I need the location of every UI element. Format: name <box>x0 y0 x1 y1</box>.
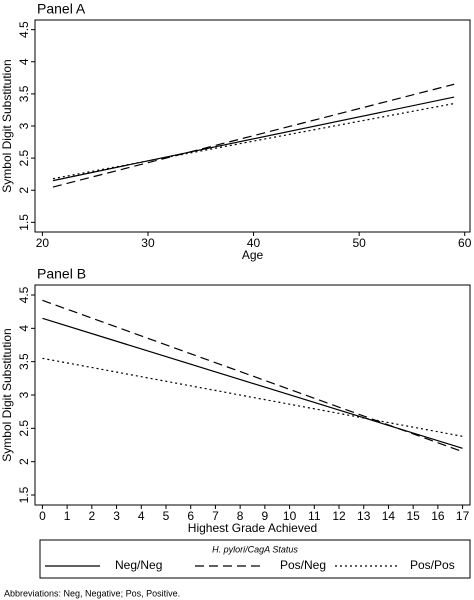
y-tick-label: 4 <box>17 58 31 65</box>
y-axis-label: Symbol Digit Substitution <box>0 59 14 192</box>
x-tick-label: 7 <box>212 509 219 523</box>
legend-title: H. pylori/CagA Status <box>212 544 298 554</box>
series-line <box>42 299 463 453</box>
y-tick-label: 4 <box>17 325 31 332</box>
x-tick-label: 40 <box>247 236 261 250</box>
x-tick-label: 5 <box>163 509 170 523</box>
x-tick-label: 0 <box>39 509 46 523</box>
x-tick-label: 15 <box>406 509 420 523</box>
x-tick-label: 1 <box>64 509 71 523</box>
y-tick-label: 3 <box>17 122 31 129</box>
y-tick-label: 1.5 <box>17 214 31 231</box>
y-axis-label: Symbol Digit Substitution <box>0 328 14 461</box>
x-tick-label: 2 <box>89 509 96 523</box>
y-tick-label: 1.5 <box>17 486 31 503</box>
x-tick-label: 17 <box>456 509 470 523</box>
y-tick-label: 4.5 <box>17 286 31 303</box>
y-tick-label: 3.5 <box>17 353 31 370</box>
x-tick-label: 10 <box>283 509 297 523</box>
y-tick-label: 2 <box>17 187 31 194</box>
y-tick-label: 2 <box>17 458 31 465</box>
y-tick-label: 4.5 <box>17 21 31 38</box>
series-line <box>42 357 463 437</box>
legend-label: Pos/Pos <box>410 558 455 572</box>
x-tick-label: 9 <box>262 509 269 523</box>
footnote: Abbreviations: Neg, Negative; Pos, Posit… <box>4 588 180 598</box>
panel-title: Panel B <box>37 266 86 282</box>
plot-frame <box>34 19 471 233</box>
x-tick-label: 8 <box>237 509 244 523</box>
x-tick-label: 3 <box>113 509 120 523</box>
series-line <box>52 96 455 182</box>
x-tick-label: 6 <box>187 509 194 523</box>
x-tick-label: 11 <box>308 509 321 523</box>
x-tick-label: 4 <box>138 509 145 523</box>
x-tick-label: 12 <box>332 509 346 523</box>
legend-label: Pos/Neg <box>280 558 326 572</box>
plot-frame <box>34 284 471 506</box>
x-tick-label: 30 <box>141 236 155 250</box>
y-tick-label: 3 <box>17 391 31 398</box>
y-tick-label: 3.5 <box>17 85 31 102</box>
x-tick-label: 60 <box>458 236 472 250</box>
x-axis-label: Highest Grade Achieved <box>188 521 317 535</box>
x-tick-label: 16 <box>431 509 445 523</box>
series-line <box>52 102 455 180</box>
y-tick-label: 2.5 <box>17 149 31 166</box>
x-tick-label: 20 <box>36 236 50 250</box>
series-line <box>52 83 455 188</box>
x-tick-label: 50 <box>352 236 366 250</box>
x-tick-label: 14 <box>382 509 396 523</box>
panel-title: Panel A <box>37 1 86 17</box>
x-axis-label: Age <box>242 248 264 262</box>
legend-box <box>39 539 471 579</box>
y-tick-label: 2.5 <box>17 420 31 437</box>
x-tick-label: 13 <box>357 509 371 523</box>
legend-label: Neg/Neg <box>115 558 162 572</box>
